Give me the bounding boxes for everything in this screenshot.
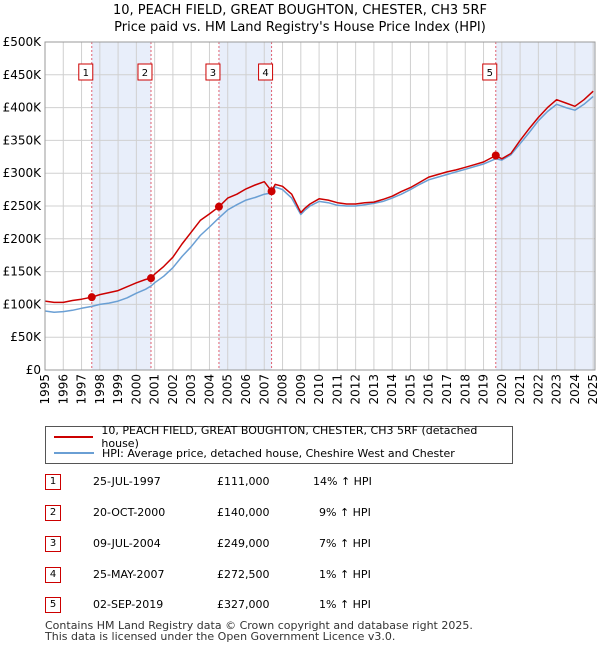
transaction-number: 4 — [45, 567, 61, 583]
x-tick-label: 2021 — [513, 374, 527, 405]
x-tick-label: 1996 — [56, 374, 70, 405]
sale-number-label: 3 — [210, 68, 216, 79]
transaction-hpi: 9% ↑ HPI — [319, 506, 371, 519]
x-tick-label: 2015 — [403, 374, 417, 405]
y-tick-label: £150K — [3, 265, 43, 279]
transaction-number: 2 — [45, 505, 61, 521]
y-tick-label: £350K — [3, 133, 43, 147]
transaction-price: £272,500 — [217, 568, 270, 581]
y-tick-label: £0 — [26, 363, 41, 377]
sale-number-label: 4 — [262, 68, 268, 79]
legend-swatch-hpi — [54, 452, 94, 454]
transaction-date: 09-JUL-2004 — [93, 537, 161, 550]
sale-point — [491, 151, 500, 160]
y-tick-label: £50K — [10, 330, 42, 344]
x-tick-label: 1997 — [75, 374, 89, 405]
x-tick-label: 2023 — [550, 374, 564, 405]
transaction-price: £140,000 — [217, 506, 270, 519]
legend-item-hpi: HPI: Average price, detached house, Ches… — [54, 445, 455, 461]
transaction-date: 25-MAY-2007 — [93, 568, 165, 581]
x-tick-label: 2006 — [239, 374, 253, 405]
x-tick-label: 1995 — [38, 374, 52, 405]
x-tick-label: 2018 — [458, 374, 472, 405]
x-tick-label: 2019 — [477, 374, 491, 405]
x-tick-label: 2011 — [330, 374, 344, 405]
hpi-line — [44, 95, 594, 314]
x-tick-label: 1998 — [93, 374, 107, 405]
transaction-date: 25-JUL-1997 — [93, 475, 161, 488]
x-tick-label: 2010 — [312, 374, 326, 405]
transaction-number: 3 — [45, 536, 61, 552]
x-tick-label: 2012 — [349, 374, 363, 405]
sale-number-box — [258, 63, 274, 81]
x-tick-label: 2022 — [531, 374, 545, 405]
y-tick-label: £250K — [3, 199, 43, 213]
transaction-price: £249,000 — [217, 537, 270, 550]
transaction-hpi: 1% ↑ HPI — [319, 568, 371, 581]
legend-item-property: 10, PEACH FIELD, GREAT BOUGHTON, CHESTER… — [54, 424, 512, 450]
legend-label-hpi: HPI: Average price, detached house, Ches… — [102, 446, 455, 460]
footer: Contains HM Land Registry data © Crown c… — [45, 620, 473, 642]
x-tick-label: 2016 — [422, 374, 436, 405]
transaction-price: £111,000 — [217, 475, 270, 488]
sale-point — [87, 293, 96, 302]
x-tick-label: 2009 — [294, 374, 308, 405]
transaction-hpi: 14% ↑ HPI — [313, 475, 372, 488]
y-tick-label: £100K — [3, 297, 43, 311]
transaction-hpi: 1% ↑ HPI — [319, 598, 371, 611]
x-tick-label: 2025 — [586, 374, 600, 405]
transaction-number: 1 — [45, 474, 61, 490]
y-tick-label: £500K — [3, 35, 43, 49]
sale-number-label: 5 — [487, 68, 493, 79]
x-tick-label: 2014 — [385, 374, 399, 405]
y-tick-label: £300K — [3, 166, 43, 180]
price-chart: £0 £50K £100K £150K £200K £250K £300K £350K £400… — [3, 35, 600, 405]
transaction-date: 02-SEP-2019 — [93, 598, 164, 611]
sale-point — [214, 202, 223, 211]
legend-swatch-property — [54, 436, 94, 438]
footer-licence: This data is licensed under the Open Gov… — [45, 630, 396, 643]
transaction-date: 20-OCT-2000 — [93, 506, 166, 519]
x-tick-label: 2008 — [276, 374, 290, 405]
legend-label-property: 10, PEACH FIELD, GREAT BOUGHTON, CHESTER… — [101, 424, 478, 450]
x-tick-label: 2001 — [148, 374, 162, 405]
x-tick-label: 2003 — [184, 374, 198, 405]
x-tick-label: 2013 — [367, 374, 381, 405]
x-tick-label: 2004 — [202, 374, 216, 405]
transaction-number: 5 — [45, 597, 61, 613]
x-tick-label: 2000 — [129, 374, 143, 405]
footer-copyright: Contains HM Land Registry data © Crown c… — [45, 619, 473, 632]
sale-point — [146, 274, 155, 283]
plot-border — [44, 41, 596, 371]
sale-number-label: 1 — [83, 68, 89, 79]
sale-number-box — [137, 63, 153, 81]
sale-point — [267, 187, 276, 196]
transaction-price: £327,000 — [217, 598, 270, 611]
transaction-hpi: 7% ↑ HPI — [319, 537, 371, 550]
y-tick-label: £400K — [3, 101, 43, 115]
x-tick-label: 2007 — [257, 374, 271, 405]
x-tick-label: 2005 — [221, 374, 235, 405]
x-tick-label: 2024 — [568, 374, 582, 405]
x-tick-label: 1999 — [111, 374, 125, 405]
sale-number-box — [205, 63, 221, 81]
x-tick-label: 2002 — [166, 374, 180, 405]
legend: 10, PEACH FIELD, GREAT BOUGHTON, CHESTER… — [45, 424, 513, 464]
x-tick-label: 2020 — [495, 374, 509, 405]
x-tick-label: 2017 — [440, 374, 454, 405]
chart-subtitle: Price paid vs. HM Land Registry's House … — [114, 20, 486, 35]
sale-number-box — [78, 63, 94, 81]
y-tick-label: £200K — [3, 232, 43, 246]
y-tick-label: £450K — [3, 68, 43, 82]
chart-title: 10, PEACH FIELD, GREAT BOUGHTON, CHESTER… — [112, 3, 488, 18]
sale-number-box — [482, 63, 498, 81]
sale-number-label: 2 — [142, 68, 148, 79]
